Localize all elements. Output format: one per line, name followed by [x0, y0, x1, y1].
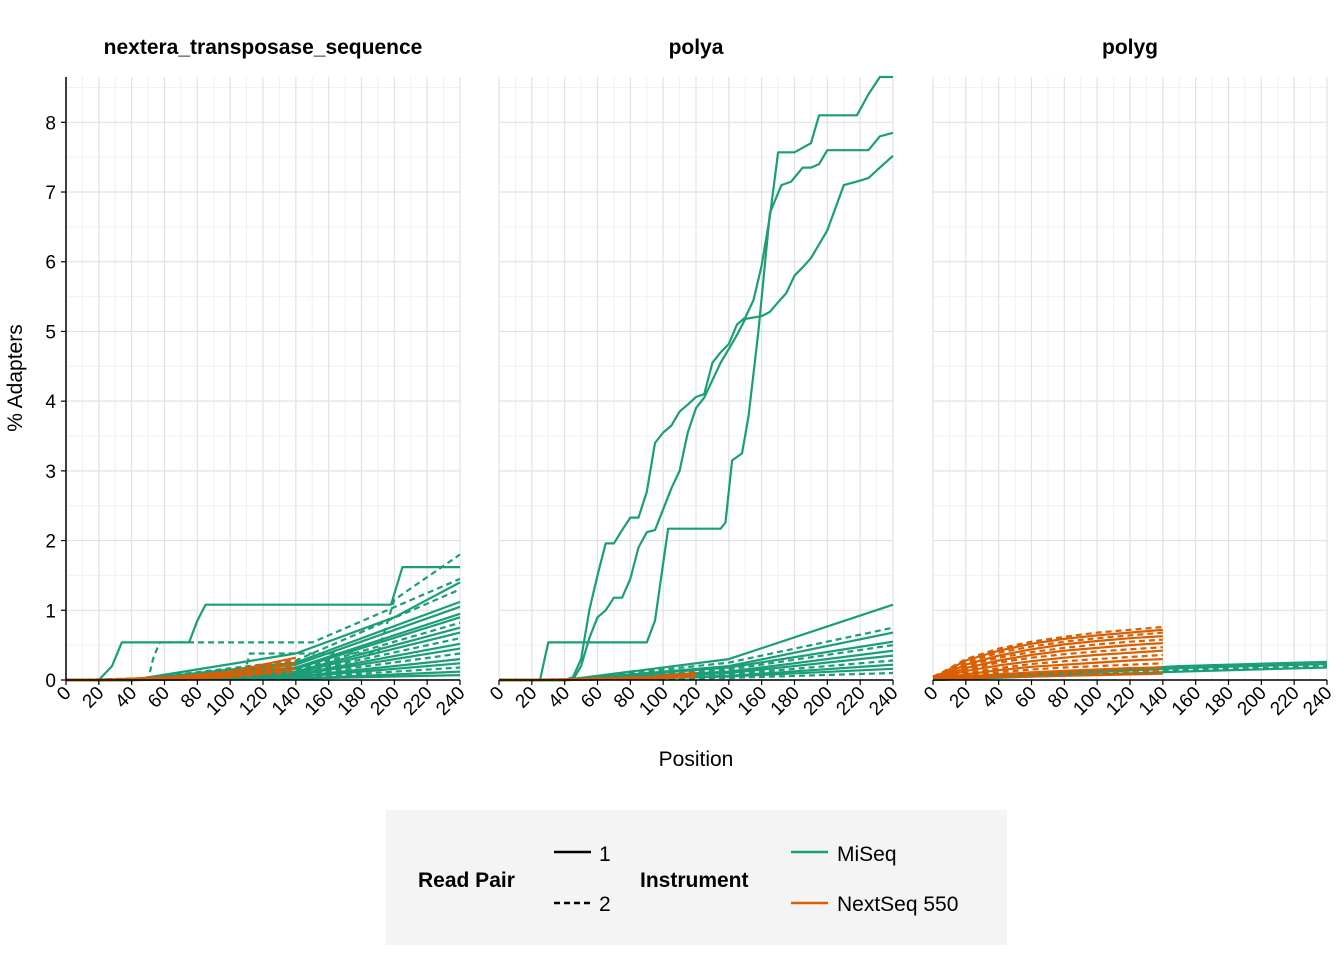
- legend-title-read-pair: Read Pair: [418, 869, 515, 892]
- series-line-nextseq-550-read-2: [932, 646, 1163, 679]
- facet-title: polyg: [1102, 36, 1158, 59]
- y-tick-label: 1: [45, 601, 56, 622]
- series-line-miseq-read-1: [499, 131, 894, 682]
- series-line-nextseq-550-read-1: [932, 649, 1163, 679]
- legend-title-instrument: Instrument: [640, 869, 749, 892]
- y-tick-label: 7: [45, 183, 56, 204]
- series-line-miseq-read-2: [66, 577, 461, 682]
- series-line-nextseq-550-read-2: [932, 638, 1163, 679]
- series-line-nextseq-550-read-1: [932, 658, 1163, 680]
- series-line-miseq-read-1: [499, 75, 893, 682]
- legend-label-read-2: 2: [599, 893, 611, 916]
- y-tick-label: 8: [45, 113, 56, 134]
- legend-background: [386, 810, 1007, 945]
- series-line-nextseq-550-read-2: [932, 625, 1163, 678]
- legend-label-read-1: 1: [599, 843, 611, 866]
- y-tick-label: 5: [45, 322, 56, 343]
- y-axis-title: % Adapters: [4, 324, 27, 431]
- legend-label-nextseq: NextSeq 550: [837, 893, 958, 916]
- facet-title: polya: [669, 36, 724, 59]
- series-line-miseq-read-1: [66, 565, 460, 682]
- series-line-miseq-read-1: [499, 154, 894, 682]
- series-line-nextseq-550-read-1: [932, 635, 1163, 679]
- y-tick-label: 0: [45, 671, 56, 692]
- y-tick-label: 2: [45, 532, 56, 553]
- y-tick-label: 3: [45, 462, 56, 483]
- y-tick-label: 4: [45, 392, 56, 413]
- series-line-nextseq-550-read-1: [932, 642, 1163, 679]
- series-line-nextseq-550-read-2: [932, 631, 1163, 678]
- legend-label-miseq: MiSeq: [837, 843, 897, 866]
- y-tick-label: 6: [45, 253, 56, 274]
- facet-title: nextera_transposase_sequence: [104, 36, 423, 59]
- series-line-nextseq-550-read-1: [933, 672, 1163, 681]
- series-line-nextseq-550-read-1: [933, 666, 1163, 680]
- legend: Read Pair 1 2 Instrument MiSeq NextSeq 5…: [386, 810, 1007, 945]
- series-line-nextseq-550-read-1: [932, 628, 1163, 678]
- x-axis-title: Position: [659, 748, 734, 771]
